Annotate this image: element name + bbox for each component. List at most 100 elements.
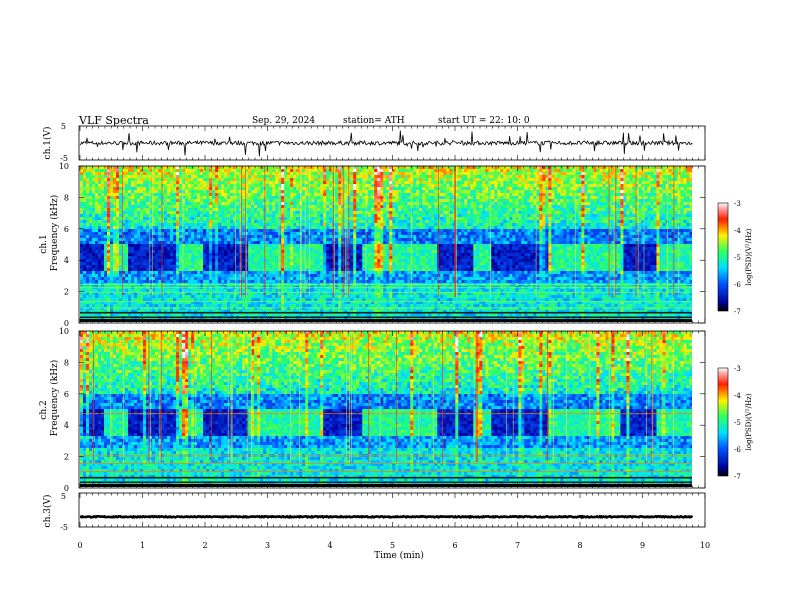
spectrogram-cell <box>92 217 96 221</box>
spectrogram-cell <box>308 190 312 194</box>
spectrogram-cell <box>209 301 213 305</box>
spectrogram-cell <box>275 271 279 275</box>
spectrogram-cell <box>134 229 138 233</box>
spectrogram-cell <box>239 214 243 218</box>
spectrogram-cell <box>206 250 210 254</box>
spectrogram-cell <box>164 247 168 251</box>
spectrogram-cell <box>170 235 174 239</box>
spectrogram-cell <box>248 268 252 272</box>
spectrogram-cell <box>131 295 135 299</box>
spectrogram-cell <box>131 214 135 218</box>
spectrogram-cell <box>200 250 204 254</box>
spectrogram-cell <box>164 277 168 281</box>
spectrogram-cell <box>98 190 102 194</box>
spectrogram-cell <box>80 262 84 266</box>
spectrogram-cell <box>329 181 333 185</box>
spectrogram-cell <box>212 208 216 212</box>
spectrogram-cell <box>206 232 210 236</box>
spectrogram-cell <box>203 241 207 245</box>
spectrogram-cell <box>203 175 207 179</box>
spectrogram-cell <box>95 196 99 200</box>
spectrogram-cell <box>203 181 207 185</box>
spectrogram-cell <box>161 280 165 284</box>
spectrogram-cell <box>197 295 201 299</box>
spectrogram-cell <box>251 169 255 173</box>
spectrogram-cell <box>311 223 315 227</box>
spectrogram-cell <box>86 274 90 278</box>
spectrogram-cell <box>242 265 246 269</box>
spectrogram-cell <box>248 205 252 209</box>
spectrogram-cell <box>275 193 279 197</box>
spectrogram-cell <box>257 262 261 266</box>
spectrogram-cell <box>215 259 219 263</box>
spectrogram-cell <box>125 265 129 269</box>
spectrogram-cell <box>266 310 270 314</box>
spectrogram-cell <box>89 202 93 206</box>
spectrogram-cell <box>269 235 273 239</box>
spectrogram-cell <box>278 205 282 209</box>
spectrogram-cell <box>176 265 180 269</box>
spectrogram-cell <box>266 271 270 275</box>
spectrogram-cell <box>248 193 252 197</box>
spectrogram-cell <box>170 205 174 209</box>
spectrogram-cell <box>116 238 120 242</box>
ch1-ytick-top: 5 <box>61 122 66 131</box>
spectrogram-cell <box>89 307 93 311</box>
spectrogram-cell <box>272 181 276 185</box>
spectrogram-cell <box>185 211 189 215</box>
spectrogram-cell <box>194 247 198 251</box>
spectrogram-cell <box>236 181 240 185</box>
spectrogram-cell <box>215 229 219 233</box>
spectrogram-cell <box>284 313 288 317</box>
spectrogram-cell <box>143 211 147 215</box>
spectrogram-cell <box>194 295 198 299</box>
spectrogram-cell <box>146 247 150 251</box>
spectrogram-cell <box>323 217 327 221</box>
spectrogram-cell <box>293 181 297 185</box>
spectrogram-cell <box>299 313 303 317</box>
spectrogram-cell <box>194 208 198 212</box>
spectrogram-cell <box>167 187 171 191</box>
spectrogram-cell <box>260 271 264 275</box>
spectrogram-cell <box>179 211 183 215</box>
spectrogram-cell <box>326 178 330 182</box>
spectrogram-cell <box>203 220 207 224</box>
spectrogram-cell <box>182 292 186 296</box>
spectrogram-cell <box>92 226 96 230</box>
spectrogram-cell <box>176 205 180 209</box>
spectrogram-cell <box>251 193 255 197</box>
spectrogram-cell <box>176 241 180 245</box>
spectrogram-cell <box>137 274 141 278</box>
spectrogram-cell <box>176 223 180 227</box>
spectrogram-cell <box>197 172 201 176</box>
spectrogram-cell <box>287 193 291 197</box>
spectrogram-cell <box>260 310 264 314</box>
spectrogram-cell <box>248 259 252 263</box>
spectrogram-cell <box>305 274 309 278</box>
spectrogram-cell <box>185 235 189 239</box>
spectrogram-cell <box>233 259 237 263</box>
spectrogram-cell <box>296 292 300 296</box>
spectrogram-cell <box>110 169 114 173</box>
spectrogram-cell <box>233 277 237 281</box>
spectrogram-cell <box>329 238 333 242</box>
spectrogram-cell <box>179 280 183 284</box>
spectrogram-cell <box>215 280 219 284</box>
spectrogram-cell <box>146 262 150 266</box>
spectrogram-cell <box>338 253 342 257</box>
spectrogram-cell <box>266 262 270 266</box>
spectrogram-cell <box>353 292 357 296</box>
spectrogram-cell <box>122 229 126 233</box>
spectrogram-cell <box>266 235 270 239</box>
spectrogram-cell <box>263 298 267 302</box>
spectrogram-cell <box>161 172 165 176</box>
spectrogram-cell <box>89 166 93 170</box>
spectrogram-cell <box>236 277 240 281</box>
spectrogram-cell <box>248 313 252 317</box>
spectrogram-cell <box>212 220 216 224</box>
spectrogram-cell <box>320 205 324 209</box>
spectrogram-cell <box>350 247 354 251</box>
spectrogram-cell <box>224 190 228 194</box>
spectrogram-cell <box>326 238 330 242</box>
spectrogram-cell <box>350 310 354 314</box>
